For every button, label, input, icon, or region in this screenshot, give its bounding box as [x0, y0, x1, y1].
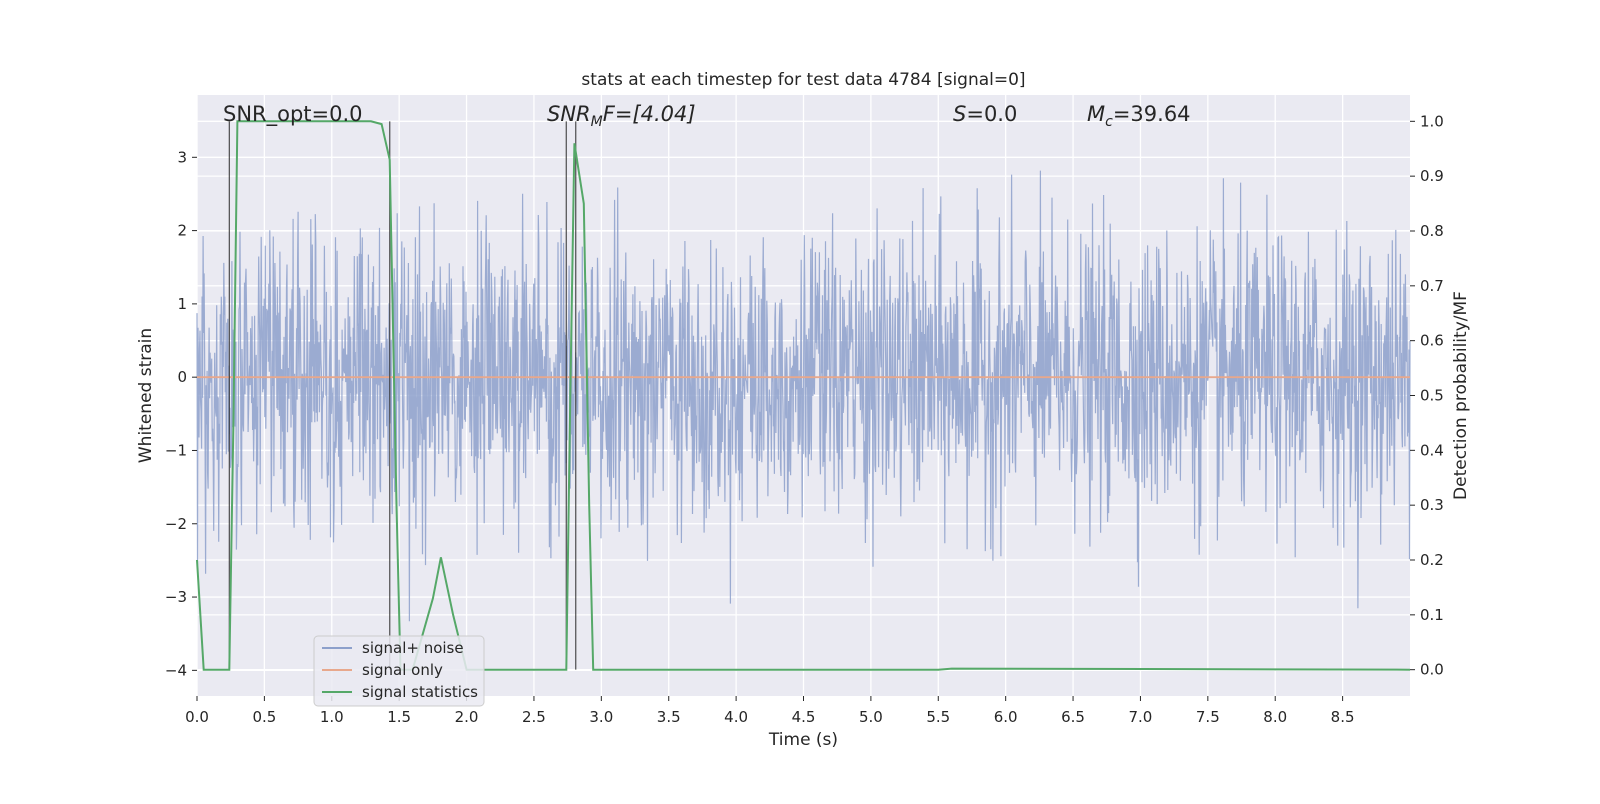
y2-tick-label: 0.7 — [1420, 277, 1444, 295]
x-tick-label: 1.0 — [320, 708, 344, 726]
y-tick-label: 1 — [177, 295, 187, 313]
annotation-snr-mf-value: F=[4.04] — [603, 102, 696, 126]
x-tick-label: 2.5 — [522, 708, 546, 726]
x-tick-label: 7.0 — [1129, 708, 1153, 726]
y2-tick-label: 0.5 — [1420, 387, 1444, 405]
x-tick-label: 2.0 — [455, 708, 479, 726]
x-tick-label: 1.5 — [387, 708, 411, 726]
y-tick-label: −1 — [165, 441, 187, 459]
y2-tick-label: 0.3 — [1420, 496, 1444, 514]
annotations: SNR_opt=0.0 SNRMF=[4.04] S=0.0 Mc=39.64 — [223, 102, 1191, 130]
x-tick-label: 5.0 — [859, 708, 883, 726]
x-tick-label: 0.5 — [252, 708, 276, 726]
vertical-markers — [228, 121, 577, 670]
x-tick-label: 0.0 — [185, 708, 209, 726]
x-tick-label: 7.5 — [1196, 708, 1220, 726]
annotation-mc-symbol: M — [1087, 102, 1105, 126]
y2-tick-label: 0.1 — [1420, 606, 1444, 624]
y-tick-label: −3 — [165, 588, 187, 606]
x-tick-label: 4.0 — [724, 708, 748, 726]
annotation-s-symbol: S — [953, 102, 966, 126]
y2-tick-label: 0.2 — [1420, 551, 1444, 569]
annotation-snr-mf-subscript: M — [591, 114, 603, 130]
legend-label-signal-noise: signal+ noise — [362, 639, 464, 657]
y2-tick-label: 0.9 — [1420, 167, 1444, 185]
chart-title: stats at each timestep for test data 478… — [581, 70, 1025, 90]
annotation-s-value: =0.0 — [966, 102, 1017, 126]
x-tick-label: 5.5 — [926, 708, 950, 726]
annotation-mc-subscript: c — [1105, 114, 1113, 130]
y2-tick-label: 0.8 — [1420, 222, 1444, 240]
noise-trace — [196, 170, 1411, 622]
y-tick-label: 3 — [177, 148, 187, 166]
y2-tick-label: 0.4 — [1420, 441, 1444, 459]
y2-tick-label: 0.0 — [1420, 661, 1444, 679]
y-tick-label: 0 — [177, 368, 187, 386]
x-tick-label: 8.5 — [1331, 708, 1355, 726]
series-signal-noise — [196, 170, 1411, 622]
series-signal-statistics — [196, 120, 1411, 671]
annotation-mc: Mc=39.64 — [1087, 102, 1191, 130]
x-tick-label: 8.0 — [1263, 708, 1287, 726]
y-axis-label: Whitened strain — [136, 328, 156, 463]
legend-label-signal-statistics: signal statistics — [362, 683, 478, 701]
statistics-line — [196, 120, 1411, 671]
legend: signal+ noise signal only signal statist… — [313, 635, 485, 707]
x-tick-label: 6.5 — [1061, 708, 1085, 726]
legend-label-signal-only: signal only — [362, 661, 443, 679]
y2-axis-label: Detection probability/MF — [1451, 291, 1471, 500]
annotation-snr-mf-symbol: SNR — [547, 102, 591, 126]
y-tick-label: 2 — [177, 222, 187, 240]
y2-tick-label: 1.0 — [1420, 112, 1444, 130]
y-tick-label: −4 — [165, 661, 187, 679]
x-axis-label: Time (s) — [768, 730, 838, 750]
x-tick-label: 3.5 — [657, 708, 681, 726]
x-tick-label: 3.0 — [589, 708, 613, 726]
annotation-s: S=0.0 — [953, 102, 1017, 126]
x-tick-label: 6.0 — [994, 708, 1018, 726]
y2-tick-label: 0.6 — [1420, 332, 1444, 350]
legend-box — [313, 635, 485, 707]
annotation-snr-opt: SNR_opt=0.0 — [223, 102, 363, 127]
annotation-mc-value: =39.64 — [1113, 102, 1191, 126]
annotation-snr-mf: SNRMF=[4.04] — [547, 102, 696, 130]
x-tick-label: 4.5 — [792, 708, 816, 726]
axis-ticks: 0.0 0.5 1.0 1.5 2.0 2.5 3.0 3.5 4.0 4.5 5.0 5.5 6.0 6… — [165, 112, 1444, 726]
y-tick-label: −2 — [165, 515, 187, 533]
